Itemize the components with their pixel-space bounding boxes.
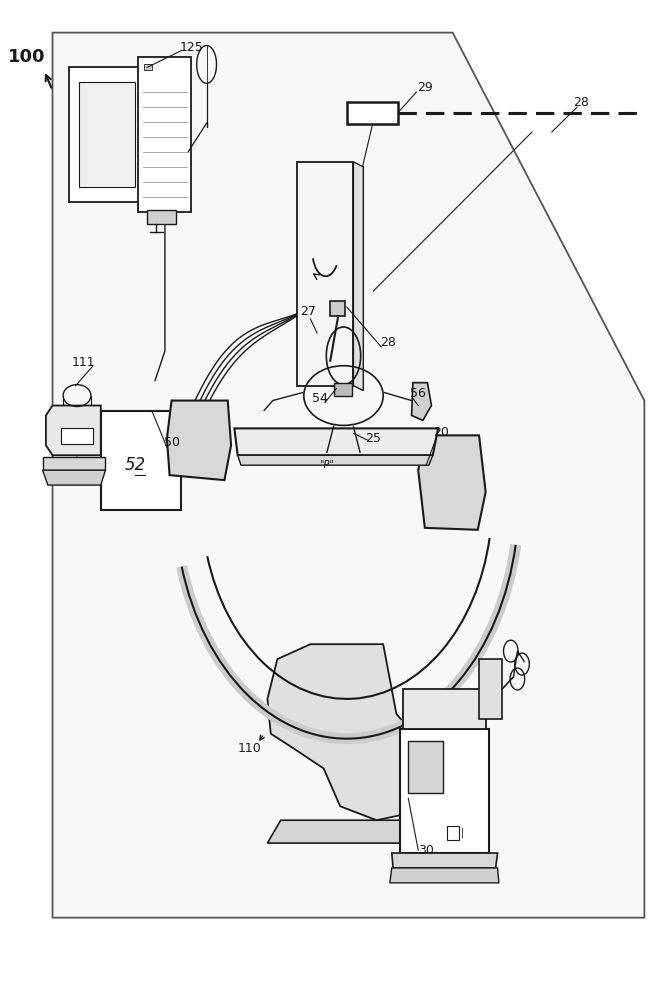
Text: 28: 28 bbox=[574, 96, 590, 109]
Polygon shape bbox=[403, 689, 486, 729]
Polygon shape bbox=[330, 301, 346, 316]
Text: 27: 27 bbox=[301, 305, 316, 318]
Text: |: | bbox=[461, 828, 464, 838]
Polygon shape bbox=[101, 410, 181, 510]
Text: 110: 110 bbox=[237, 742, 261, 755]
Polygon shape bbox=[167, 401, 231, 480]
Polygon shape bbox=[61, 428, 93, 444]
Polygon shape bbox=[347, 102, 398, 124]
Polygon shape bbox=[79, 82, 135, 187]
Polygon shape bbox=[139, 57, 191, 212]
Polygon shape bbox=[297, 162, 354, 386]
Text: 28: 28 bbox=[380, 336, 396, 349]
Polygon shape bbox=[390, 868, 499, 883]
Polygon shape bbox=[412, 383, 432, 420]
Text: 20: 20 bbox=[433, 426, 449, 439]
Polygon shape bbox=[43, 457, 105, 470]
Text: 52: 52 bbox=[125, 456, 146, 474]
Polygon shape bbox=[400, 729, 489, 853]
Polygon shape bbox=[408, 741, 443, 793]
Polygon shape bbox=[479, 659, 502, 719]
Text: 29: 29 bbox=[417, 81, 433, 94]
Polygon shape bbox=[448, 826, 459, 840]
Polygon shape bbox=[53, 33, 644, 918]
Polygon shape bbox=[43, 470, 105, 485]
Polygon shape bbox=[46, 406, 101, 455]
Polygon shape bbox=[144, 64, 152, 70]
Polygon shape bbox=[267, 644, 420, 820]
Polygon shape bbox=[392, 853, 498, 868]
Text: 125: 125 bbox=[179, 41, 203, 54]
Text: 54: 54 bbox=[312, 392, 328, 405]
Polygon shape bbox=[354, 162, 364, 391]
Text: 50: 50 bbox=[163, 436, 179, 449]
Text: "P": "P" bbox=[319, 460, 334, 470]
Polygon shape bbox=[334, 383, 352, 396]
Polygon shape bbox=[418, 435, 486, 530]
Text: 100: 100 bbox=[8, 48, 45, 66]
Polygon shape bbox=[237, 455, 433, 465]
Polygon shape bbox=[267, 820, 426, 843]
Text: 25: 25 bbox=[366, 432, 381, 445]
Polygon shape bbox=[69, 67, 145, 202]
Text: 56: 56 bbox=[410, 387, 426, 400]
Text: 111: 111 bbox=[72, 356, 95, 369]
Polygon shape bbox=[147, 210, 176, 224]
Polygon shape bbox=[234, 428, 438, 455]
Text: 30: 30 bbox=[418, 844, 434, 857]
